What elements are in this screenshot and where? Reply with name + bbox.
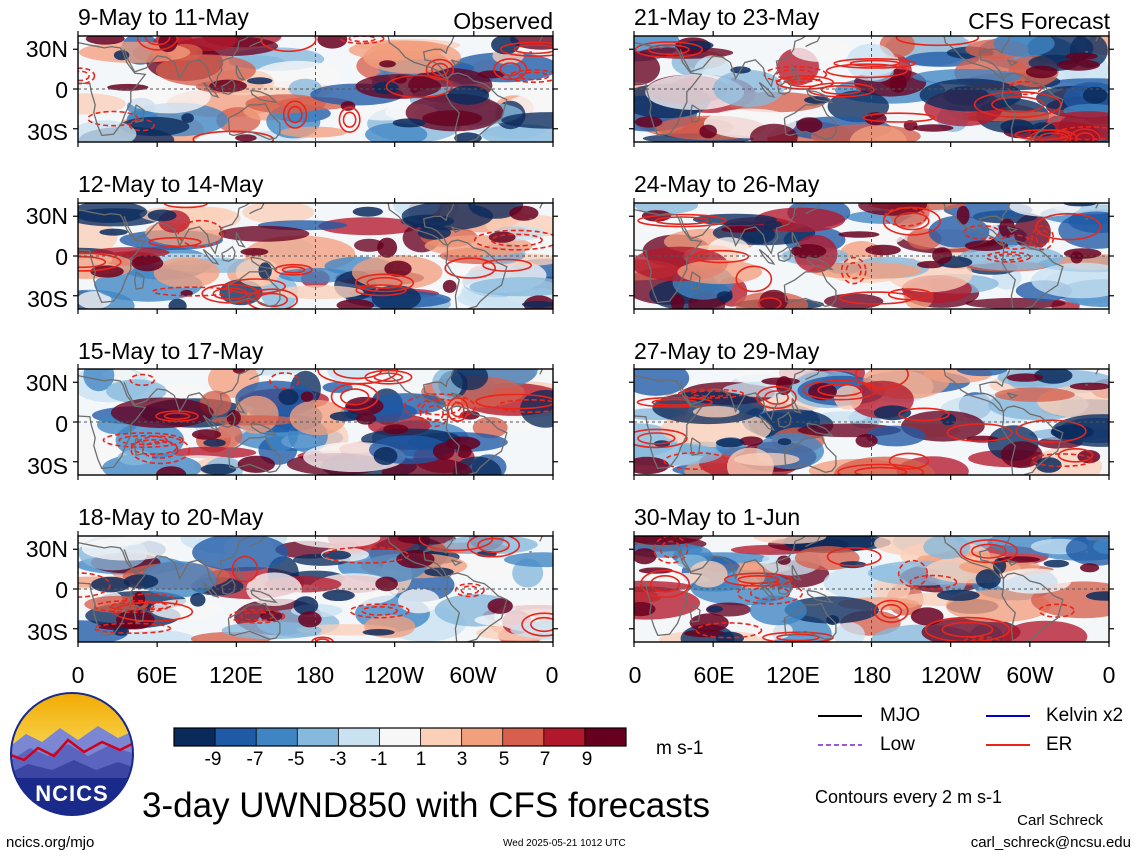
- legend-line-kelvin: [986, 715, 1030, 717]
- colorbar-label-m9: -9: [204, 749, 222, 770]
- colorbar-label-1: 1: [415, 749, 427, 770]
- lat-label-30s-row3: 30S: [27, 453, 68, 479]
- lat-label-30n-row4: 30N: [25, 536, 68, 562]
- legend-label-mjo: MJO: [880, 705, 921, 726]
- lat-label-30s-row1: 30S: [27, 119, 68, 145]
- lat-label-0-row4: 0: [55, 577, 68, 603]
- colorbar-swatch: [256, 728, 298, 746]
- colorbar-swatch: [297, 728, 339, 746]
- legend-line-mjo: [818, 715, 862, 717]
- lat-label-30s-row4: 30S: [27, 619, 68, 645]
- colorbar-swatch: [420, 728, 463, 746]
- panel-title-3: 15-May to 17-May: [78, 338, 264, 364]
- lat-label-30n-row1: 30N: [25, 36, 68, 62]
- lon-label-right-60w: 60W: [1006, 662, 1054, 688]
- colorbar-swatch: [174, 728, 216, 746]
- lon-label-right-0-end: 0: [1102, 662, 1116, 688]
- colorbar-swatch: [543, 728, 586, 746]
- panel-title-4: 18-May to 20-May: [78, 504, 264, 530]
- legend-line-er: [986, 744, 1030, 746]
- author-name: Carl Schreck: [1017, 812, 1103, 829]
- lon-label-left-60e: 60E: [136, 662, 178, 688]
- lon-label-left-180: 180: [295, 662, 335, 688]
- legend-line-low: [818, 744, 862, 746]
- figure-title: 3-day UWND850 with CFS forecasts: [142, 786, 710, 825]
- colorbar: [173, 727, 627, 747]
- panel-title-5: 21-May to 23-May: [634, 4, 820, 30]
- lon-label-left-120e: 120E: [209, 662, 263, 688]
- lon-label-left-120w: 120W: [363, 662, 425, 688]
- panel-title-6: 24-May to 26-May: [634, 171, 820, 197]
- cfs-forecast-label: CFS Forecast: [968, 8, 1110, 34]
- lon-label-left-0-end: 0: [545, 662, 559, 688]
- maps-svg: [73, 31, 1114, 647]
- colorbar-label-5: 5: [498, 749, 510, 770]
- colorbar-swatch: [461, 728, 504, 746]
- colorbar-label-m7: -7: [246, 749, 264, 770]
- logo-text: NCICS: [35, 781, 108, 806]
- colorbar-label-m1: -1: [370, 749, 388, 770]
- panel-title-8: 30-May to 1-Jun: [634, 504, 801, 530]
- colorbar-swatch: [215, 728, 257, 746]
- legend-label-low: Low: [880, 734, 915, 755]
- colorbar-label-3: 3: [456, 749, 468, 770]
- lat-label-30n-row2: 30N: [25, 203, 68, 229]
- colorbar-label-9: 9: [581, 749, 593, 770]
- lon-label-right-60e: 60E: [693, 662, 735, 688]
- lon-label-right-180: 180: [852, 662, 892, 688]
- lon-label-right-0: 0: [628, 662, 642, 688]
- colorbar-units: m s-1: [656, 738, 704, 759]
- lat-label-0-row3: 0: [55, 411, 68, 437]
- lon-label-right-120e: 120E: [766, 662, 820, 688]
- panel-title-1: 9-May to 11-May: [78, 4, 249, 30]
- panel-title-2: 12-May to 14-May: [78, 171, 264, 197]
- author-email: carl_schreck@ncsu.edu: [970, 834, 1131, 851]
- colorbar-label-7: 7: [539, 749, 551, 770]
- panel-title-7: 27-May to 29-May: [634, 338, 820, 364]
- legend-label-er: ER: [1046, 734, 1073, 755]
- colorbar-label-m3: -3: [329, 749, 347, 770]
- colorbar-swatch: [502, 728, 545, 746]
- lat-label-0-row2: 0: [55, 244, 68, 270]
- lat-label-30s-row2: 30S: [27, 286, 68, 312]
- colorbar-swatch: [584, 728, 627, 746]
- lat-label-0-row1: 0: [55, 77, 68, 103]
- site-url: ncics.org/mjo: [6, 834, 95, 851]
- observed-label: Observed: [453, 8, 553, 34]
- colorbar-swatch: [338, 728, 380, 746]
- colorbar-label-m5: -5: [287, 749, 305, 770]
- timestamp: Wed 2025-05-21 1012 UTC: [503, 838, 626, 849]
- ncics-logo: NCICS: [10, 692, 134, 816]
- lon-label-left-0: 0: [71, 662, 85, 688]
- lat-label-30n-row3: 30N: [25, 370, 68, 396]
- lon-label-left-60w: 60W: [449, 662, 497, 688]
- colorbar-swatch: [379, 728, 422, 746]
- lon-label-right-120w: 120W: [920, 662, 982, 688]
- legend-label-kelvin: Kelvin x2: [1046, 705, 1124, 726]
- contours-note: Contours every 2 m s-1: [815, 787, 1003, 807]
